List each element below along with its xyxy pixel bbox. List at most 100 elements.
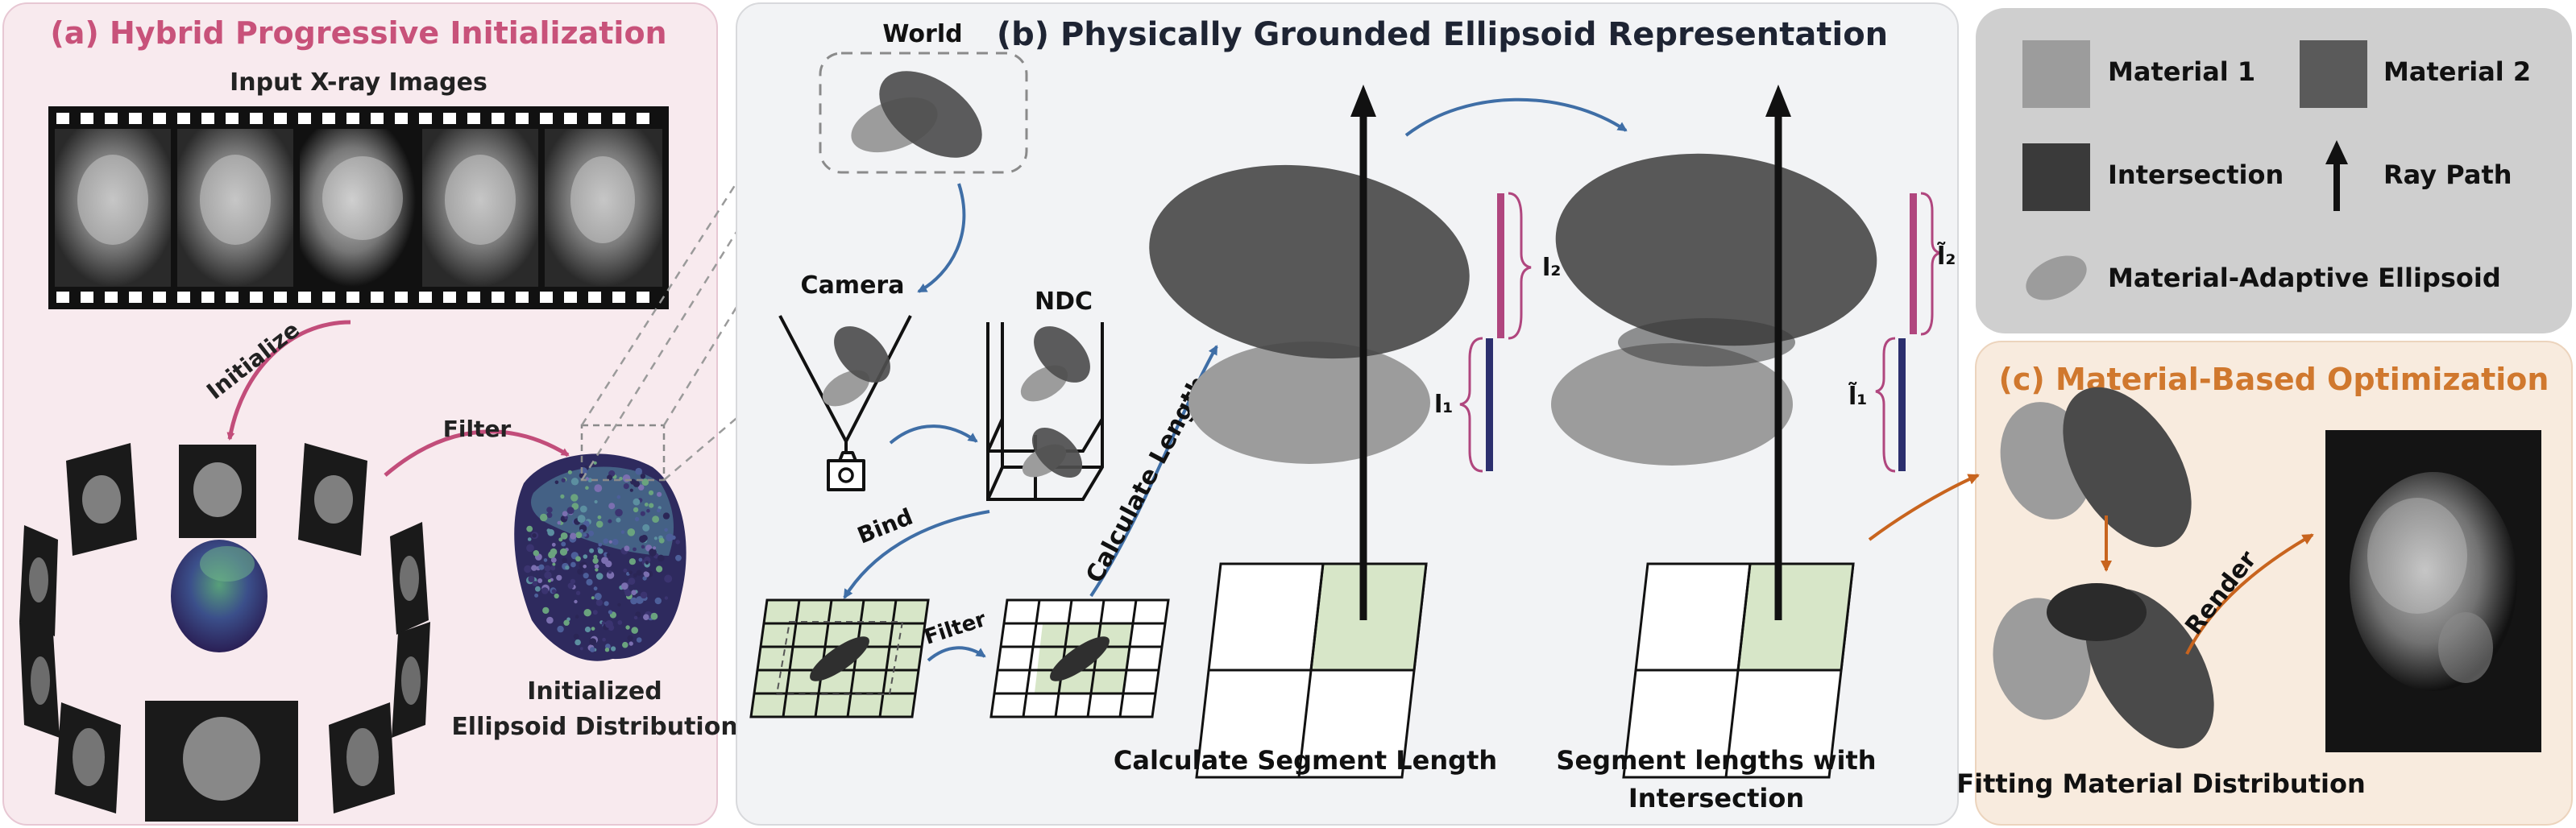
world-ellipsoid-material2 xyxy=(879,71,982,158)
point-cloud-dot xyxy=(628,570,633,574)
point-cloud-dot xyxy=(557,520,562,525)
point-cloud-dot xyxy=(595,599,604,607)
point-cloud-dot xyxy=(551,589,557,594)
film-sprocket xyxy=(419,113,432,124)
point-cloud-dot xyxy=(630,597,637,605)
film-sprocket xyxy=(371,292,384,303)
point-cloud-dot xyxy=(664,596,669,600)
point-cloud-dot xyxy=(528,576,535,582)
film-sprocket xyxy=(81,292,93,303)
point-cloud-dot xyxy=(550,548,558,556)
ray-arrowhead xyxy=(1350,85,1376,117)
point-cloud-dot xyxy=(633,615,638,620)
panel-a-title: (a) Hybrid Progressive Initialization xyxy=(50,15,666,51)
point-cloud-dot xyxy=(601,621,605,625)
point-cloud-dot xyxy=(643,614,649,620)
film-sprocket xyxy=(177,113,190,124)
film-sprocket xyxy=(322,113,335,124)
point-cloud-dot xyxy=(588,530,595,536)
point-cloud-dot xyxy=(653,546,657,550)
point-cloud-dot xyxy=(657,554,665,562)
point-cloud-dot xyxy=(636,596,644,604)
legend-label-intersection: Intersection xyxy=(2108,159,2284,190)
big-ellipsoid-material2 xyxy=(1149,164,1470,359)
rendered-xray xyxy=(2325,430,2541,752)
bind-arrow xyxy=(843,510,990,599)
point-cloud-dot xyxy=(595,568,599,572)
panel-b: (b) Physically Grounded Ellipsoid Repres… xyxy=(736,2,1959,826)
film-sprocket xyxy=(588,292,601,303)
point-cloud-dot xyxy=(657,491,662,497)
point-cloud-dots xyxy=(524,461,682,652)
point-cloud-dot xyxy=(644,503,649,507)
point-cloud-dot xyxy=(652,515,659,523)
world-to-camera-arrow xyxy=(917,183,966,293)
point-cloud-dot xyxy=(602,637,606,642)
render-arrow xyxy=(2185,533,2314,655)
point-cloud-dot xyxy=(617,620,623,625)
film-sprocket xyxy=(346,292,359,303)
point-cloud-dot xyxy=(616,517,621,523)
point-cloud-dot xyxy=(583,573,589,579)
point-cloud-dot xyxy=(577,569,583,575)
point-cloud-dot xyxy=(624,590,632,597)
legend-ellipsoid-icon xyxy=(2026,255,2087,300)
point-cloud-dot xyxy=(628,558,637,565)
tile-grid-filtered xyxy=(989,598,1170,718)
film-sprocket xyxy=(395,292,408,303)
point-cloud-dot xyxy=(642,576,647,581)
point-cloud-dot xyxy=(591,596,595,600)
filter-arrow-a xyxy=(384,429,570,477)
point-cloud-dot xyxy=(606,553,611,557)
point-cloud-dot xyxy=(604,601,609,607)
point-cloud-dot xyxy=(642,524,650,532)
legend: Material 1 Material 2 Intersection Ray P… xyxy=(1976,8,2572,333)
segment-bar-l2 xyxy=(1497,193,1504,338)
point-cloud-dot xyxy=(597,548,604,554)
ray-arrowhead xyxy=(1765,85,1791,117)
film-sprocket xyxy=(443,292,456,303)
center-point-cloud-highlight xyxy=(200,546,255,582)
point-cloud-dot xyxy=(622,641,628,648)
point-cloud-dot xyxy=(542,607,550,615)
point-cloud-dot xyxy=(524,565,532,573)
point-cloud-dot xyxy=(649,548,657,557)
point-cloud-dot xyxy=(551,542,556,547)
film-sprocket xyxy=(298,292,311,303)
point-cloud-dot xyxy=(594,593,602,600)
point-cloud-dot xyxy=(544,571,552,579)
camera-label: Camera xyxy=(801,271,905,300)
film-sprocket xyxy=(226,113,239,124)
panel-b-to-c-arrow xyxy=(1868,474,1980,541)
point-cloud-dot xyxy=(633,573,637,578)
filter-arrow-b xyxy=(927,646,986,662)
segment-bar-l1-tilde xyxy=(1898,338,1906,471)
point-cloud-dot xyxy=(586,578,593,586)
point-cloud-dot xyxy=(531,565,537,571)
point-cloud-dot xyxy=(557,625,564,633)
point-cloud-dot xyxy=(592,557,599,564)
camera-view-head xyxy=(31,656,50,705)
point-cloud-dot xyxy=(526,544,534,553)
film-sprocket xyxy=(81,113,93,124)
point-cloud-dot xyxy=(546,507,553,513)
film-sprocket xyxy=(371,113,384,124)
legend-swatch-intersection xyxy=(2022,143,2090,211)
segment-scene-left: l₂ l₁ xyxy=(1149,85,1561,779)
point-cloud-dot xyxy=(625,625,630,630)
film-sprocket xyxy=(637,292,649,303)
camera-view-head xyxy=(29,557,48,602)
camera-view-head xyxy=(401,656,421,705)
panel-b-title: (b) Physically Grounded Ellipsoid Repres… xyxy=(997,16,1888,53)
film-sprocket xyxy=(250,292,263,303)
point-cloud-dot xyxy=(571,503,579,510)
point-cloud-dot xyxy=(547,528,554,536)
point-cloud-dot xyxy=(627,635,633,641)
ellipsoid-point-cloud xyxy=(514,453,687,661)
point-cloud-dot xyxy=(643,571,649,577)
point-cloud-dot xyxy=(624,545,630,552)
camera-ring xyxy=(19,443,430,822)
point-cloud-dot xyxy=(664,528,668,532)
point-cloud-dot xyxy=(537,578,543,583)
point-cloud-dot xyxy=(573,633,579,640)
